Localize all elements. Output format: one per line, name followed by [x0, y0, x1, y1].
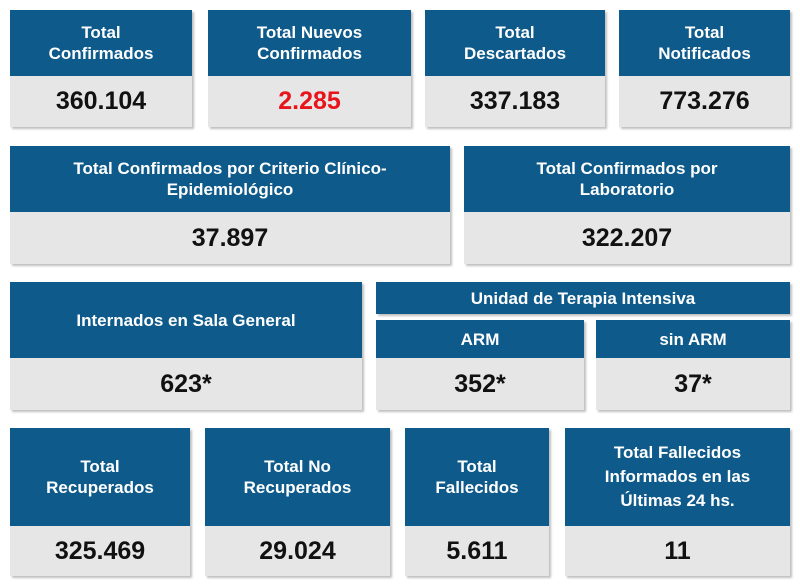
- card-value: 623*: [10, 358, 362, 410]
- uti-header: Unidad de Terapia Intensiva: [376, 282, 790, 314]
- stat-card-total-recuperados: Total Recuperados 325.469: [10, 428, 190, 576]
- stat-card-total-descartados: Total Descartados 337.183: [425, 10, 605, 127]
- stat-card-uti-arm: ARM 352*: [376, 320, 584, 410]
- card-value-highlight: 2.285: [208, 76, 411, 127]
- card-value: 322.207: [464, 212, 790, 264]
- card-value: 773.276: [619, 76, 790, 127]
- card-value: 11: [565, 526, 790, 576]
- stat-card-total-confirmados: Total Confirmados 360.104: [10, 10, 192, 127]
- card-title: Total Confirmados por Criterio Clínico- …: [10, 146, 450, 212]
- card-value: 37*: [596, 358, 790, 410]
- stat-card-confirmados-laboratorio: Total Confirmados por Laboratorio 322.20…: [464, 146, 790, 264]
- stat-card-confirmados-criterio-clinico: Total Confirmados por Criterio Clínico- …: [10, 146, 450, 264]
- stat-card-total-nuevos-confirmados: Total Nuevos Confirmados 2.285: [208, 10, 411, 127]
- uti-title: Unidad de Terapia Intensiva: [376, 282, 790, 314]
- card-title: Total Recuperados: [10, 428, 190, 526]
- stat-card-total-no-recuperados: Total No Recuperados 29.024: [205, 428, 390, 576]
- stat-card-total-notificados: Total Notificados 773.276: [619, 10, 790, 127]
- card-title: ARM: [376, 320, 584, 358]
- card-title: Total Confirmados por Laboratorio: [464, 146, 790, 212]
- card-value: 5.611: [405, 526, 549, 576]
- card-title: Total No Recuperados: [205, 428, 390, 526]
- card-title: Total Confirmados: [10, 10, 192, 76]
- card-title: Total Fallecidos: [405, 428, 549, 526]
- stat-card-fallecidos-24hs: Total Fallecidos Informados en las Últim…: [565, 428, 790, 576]
- card-value: 337.183: [425, 76, 605, 127]
- card-title: sin ARM: [596, 320, 790, 358]
- card-title: Total Notificados: [619, 10, 790, 76]
- stat-card-uti-sin-arm: sin ARM 37*: [596, 320, 790, 410]
- card-value: 37.897: [10, 212, 450, 264]
- stat-card-total-fallecidos: Total Fallecidos 5.611: [405, 428, 549, 576]
- card-value: 352*: [376, 358, 584, 410]
- card-value: 29.024: [205, 526, 390, 576]
- card-title: Total Nuevos Confirmados: [208, 10, 411, 76]
- card-title: Total Fallecidos Informados en las Últim…: [565, 428, 790, 526]
- card-title: Internados en Sala General: [10, 282, 362, 358]
- card-value: 360.104: [10, 76, 192, 127]
- card-title: Total Descartados: [425, 10, 605, 76]
- card-value: 325.469: [10, 526, 190, 576]
- stat-card-sala-general: Internados en Sala General 623*: [10, 282, 362, 410]
